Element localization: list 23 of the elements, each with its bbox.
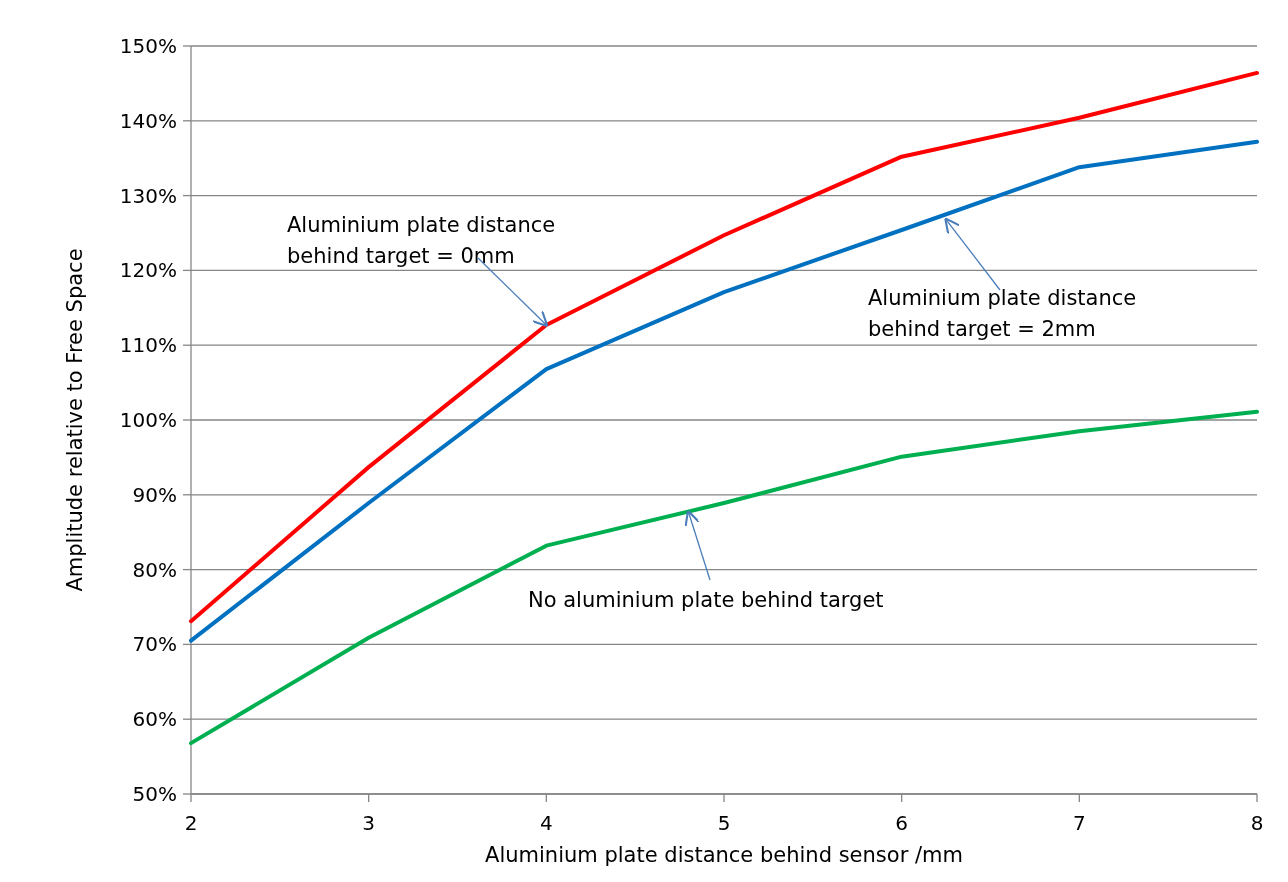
y-tick-label: 120%: [119, 258, 177, 283]
y-tick-label: 50%: [132, 782, 177, 806]
x-tick-label: 7: [1072, 811, 1086, 835]
y-tick-label: 100%: [119, 408, 177, 432]
y-tick-label: 150%: [119, 34, 177, 58]
y-tick-label: 110%: [119, 333, 177, 358]
y-tick-label: 60%: [132, 707, 177, 732]
x-tick-label: 2: [184, 811, 198, 835]
x-tick-label: 8: [1250, 811, 1264, 835]
y-tick-label: 70%: [132, 632, 177, 657]
annotation: Aluminium plate distance behind target = 0mm: [287, 213, 556, 268]
x-tick-label: 6: [895, 811, 909, 835]
x-axis-title: Aluminium plate distance behind sensor /mm: [485, 843, 963, 867]
x-tick-label: 4: [539, 811, 553, 835]
x-tick-label: 3: [362, 811, 376, 835]
y-tick-label: 130%: [119, 183, 177, 208]
annotation: No aluminium plate behind target: [528, 588, 884, 612]
y-tick-label: 90%: [132, 482, 177, 507]
y-tick-label: 80%: [132, 557, 177, 582]
annotation: Aluminium plate distance behind target = 2mm: [868, 286, 1137, 341]
y-tick-label: 140%: [119, 108, 177, 133]
y-axis-title: Amplitude relative to Free Space: [63, 248, 87, 592]
x-tick-label: 5: [717, 811, 731, 835]
